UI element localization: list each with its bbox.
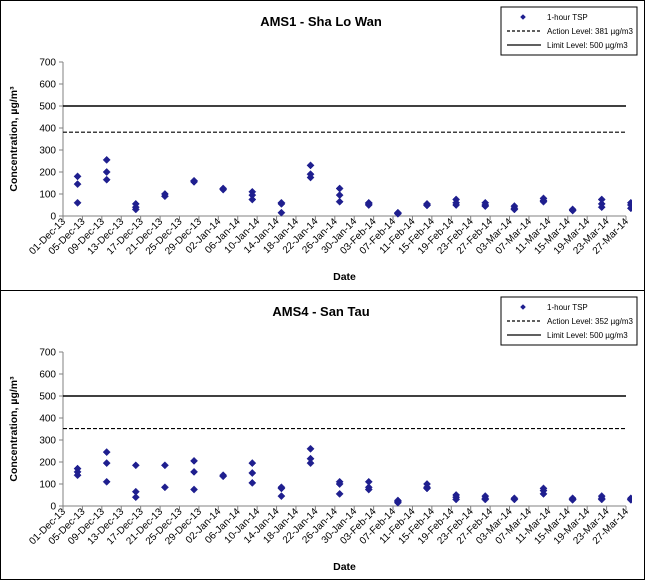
legend-marker-diamond [520,14,526,20]
y-tick-label: 600 [39,370,56,381]
data-point [539,489,548,498]
y-tick-label: 100 [39,480,56,491]
legend-label: Limit Level: 500 µg/m3 [547,331,628,340]
data-point [73,180,82,189]
y-tick-label: 500 [39,102,56,113]
data-point [568,495,577,504]
data-point [277,208,286,217]
legend-label: Action Level: 352 µg/m3 [547,317,634,326]
data-point [306,173,315,182]
y-tick-label: 300 [39,436,56,447]
legend-label: Action Level: 381 µg/m3 [547,27,634,36]
data-point [73,198,82,207]
data-point [73,471,82,480]
x-axis-title: Date [333,271,356,283]
legend-label: Limit Level: 500 µg/m3 [547,41,628,50]
data-points-group [73,155,632,218]
data-point [277,199,286,208]
data-point [626,495,632,504]
x-axis-title: Date [333,561,356,573]
data-point [481,202,490,211]
data-point [102,168,111,176]
data-point [510,205,519,214]
data-point [190,485,198,494]
data-point [306,444,315,453]
data-point [306,161,315,170]
y-axis-title: Concentration, µg/m³ [8,376,20,482]
data-point [102,477,111,486]
data-point [481,495,490,504]
data-point [131,205,140,214]
data-point [539,197,548,206]
data-point [364,485,373,494]
y-axis-title: Concentration, µg/m³ [8,86,20,192]
data-point [131,461,140,470]
data-point [335,197,344,206]
data-point [248,459,257,468]
data-point [597,203,606,212]
data-point [423,201,431,210]
data-point [452,495,461,504]
data-point [102,448,111,457]
y-tick-label: 0 [50,502,56,513]
data-points-group [73,444,632,507]
data-point [248,195,257,204]
data-point [335,480,344,488]
data-point [102,175,111,184]
data-point [597,495,606,504]
data-point [510,495,519,504]
data-point [364,201,373,209]
chart-title: AMS1 - Sha Lo Wan [260,14,382,29]
data-point [452,201,461,209]
chart-ams4-svg: AMS4 - San Tau010020030040050060070001-D… [8,296,638,573]
y-tick-label: 500 [39,392,56,403]
legend-label: 1-hour TSP [547,303,588,312]
data-point [160,483,169,492]
y-tick-label: 300 [39,146,56,157]
data-point [190,177,198,186]
data-point [393,209,402,218]
data-point [190,456,198,465]
data-point [131,493,140,502]
data-point [393,498,402,507]
data-point [277,492,286,501]
y-tick-label: 200 [39,168,56,179]
data-point [160,192,169,201]
chart-panel-ams1: AMS1 - Sha Lo Wan 0 100 200 300 400 500 600 700 0… [0,0,645,291]
data-point [335,184,344,193]
chart-ams1-svg: AMS1 - Sha Lo Wan01002003004005006007000… [8,6,638,283]
data-point [219,185,228,194]
data-point [568,206,577,215]
data-point [190,467,198,476]
legend-marker-diamond [520,304,526,310]
data-point [248,478,257,487]
legend: 1-hour TSP Action Level: 381 µg/m3 Limit L… [500,6,638,56]
y-tick-label: 400 [39,414,56,425]
data-point [335,489,344,498]
data-point [335,191,344,200]
data-point [102,155,111,164]
data-point [219,472,228,481]
data-point [73,172,82,181]
y-tick-label: 600 [39,80,56,91]
data-point [102,459,111,468]
chart-panel-ams4: AMS4 - San Tau 0 100 200 300 400 500 600 700 01-D… [0,290,645,580]
y-tick-label: 400 [39,124,56,135]
data-point [626,204,632,213]
data-point [160,461,169,470]
y-tick-label: 0 [50,212,56,223]
data-point [423,484,431,493]
data-point [248,469,257,477]
data-point [277,484,286,493]
legend: 1-hour TSP Action Level: 352 µg/m3 Limit L… [500,296,638,346]
y-tick-label: 700 [39,58,56,69]
y-tick-label: 200 [39,458,56,469]
data-point [306,459,315,468]
y-tick-label: 700 [39,348,56,359]
legend-label: 1-hour TSP [547,13,588,22]
y-tick-label: 100 [39,190,56,201]
chart-title: AMS4 - San Tau [272,304,369,319]
